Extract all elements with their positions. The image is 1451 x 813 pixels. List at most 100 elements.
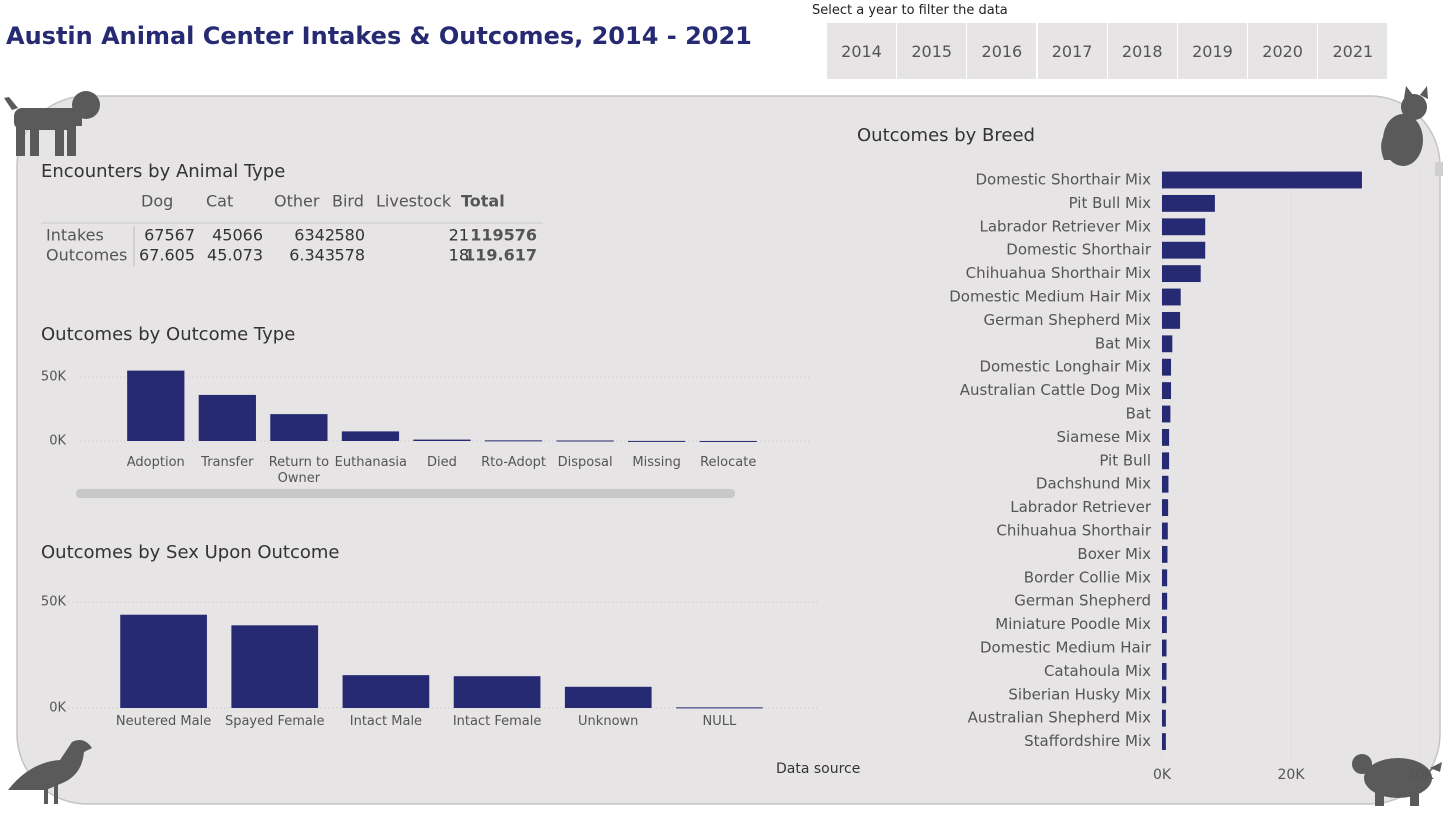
y-tick-label: Australian Shepherd Mix	[968, 709, 1151, 727]
table-cell: 6342	[294, 226, 335, 245]
y-tick-label: German Shepherd Mix	[983, 311, 1151, 329]
bar	[1162, 218, 1206, 236]
bar	[1162, 335, 1173, 353]
year-button[interactable]: 2015	[897, 23, 967, 79]
x-tick-label-box: Intact Male	[349, 714, 423, 729]
y-tick-label: 0K	[49, 701, 66, 716]
bar	[1162, 382, 1172, 400]
y-tick-label: German Shepherd	[1014, 592, 1151, 610]
y-tick-label: Bat	[1126, 405, 1151, 423]
x-tick-label: Intact Male	[349, 714, 423, 729]
y-tick-label: Catahoula Mix	[1044, 662, 1151, 680]
x-tick-label-box: Died	[427, 455, 457, 470]
bar	[413, 439, 471, 441]
y-tick-label: Boxer Mix	[1077, 545, 1151, 563]
bar	[342, 675, 430, 708]
table-cell: 67.605	[139, 246, 195, 265]
column-header: Total	[461, 192, 505, 211]
x-tick-label: Rto-Adopt	[481, 455, 547, 470]
x-tick-label: Missing	[632, 455, 681, 470]
x-tick-label: Died	[427, 455, 457, 470]
x-tick-label: 0K	[1153, 767, 1172, 783]
x-tick-label: Relocate	[700, 455, 757, 470]
scrollbar	[1435, 162, 1443, 176]
bar	[1162, 452, 1170, 470]
x-tick-label: Neutered Male	[115, 714, 212, 729]
year-button[interactable]: 2020	[1248, 23, 1318, 79]
bar	[1162, 171, 1362, 189]
y-tick-label: Bat Mix	[1095, 334, 1151, 352]
x-tick-label: Euthanasia	[334, 455, 407, 470]
bar	[628, 440, 686, 442]
year-button[interactable]: 2017	[1037, 23, 1107, 79]
bird-icon	[8, 740, 92, 804]
x-tick-label: NULL	[702, 714, 737, 729]
pig-icon	[1352, 754, 1442, 806]
y-tick-label: Domestic Medium Hair Mix	[949, 288, 1151, 306]
x-tick-label: Intact Female	[452, 714, 542, 729]
chart-title: Outcomes by Breed	[857, 125, 1035, 146]
bar	[1162, 405, 1171, 423]
bar	[1162, 639, 1167, 657]
year-button[interactable]: 2019	[1177, 23, 1247, 79]
x-tick-label-box: Spayed Female	[225, 714, 325, 729]
table-cell: 578	[334, 246, 365, 265]
y-tick-label: Miniature Poodle Mix	[995, 615, 1151, 633]
y-tick-label: Australian Cattle Dog Mix	[960, 381, 1151, 399]
x-tick-label-box: Adoption	[127, 455, 185, 470]
bar	[1162, 569, 1168, 587]
y-tick-label: Domestic Shorthair	[1006, 241, 1152, 259]
table-cell: 45066	[212, 226, 263, 245]
table-cell: 119.617	[464, 246, 537, 265]
y-tick-label: Dachshund Mix	[1036, 475, 1151, 493]
y-tick-label: 0K	[49, 434, 66, 449]
y-tick-label: Labrador Retriever Mix	[979, 217, 1151, 235]
y-tick-label: Pit Bull Mix	[1069, 194, 1152, 212]
bar	[556, 440, 614, 442]
x-tick-label: Disposal	[557, 455, 613, 470]
bar	[1162, 288, 1181, 306]
y-tick-label: Siberian Husky Mix	[1008, 685, 1151, 703]
bar	[1162, 265, 1201, 283]
panel	[16, 95, 1441, 805]
x-tick-label-box: Return to Owner	[269, 455, 329, 486]
y-tick-label: Chihuahua Shorthair Mix	[966, 264, 1151, 282]
table-cell: 6.343	[289, 246, 335, 265]
bar	[127, 370, 185, 441]
bar	[1162, 733, 1166, 751]
chart-title: Outcomes by Sex Upon Outcome	[41, 542, 340, 563]
table-cell: 21	[449, 226, 469, 245]
y-tick-label: Labrador Retriever	[1010, 498, 1152, 516]
y-tick-label: Domestic Medium Hair	[980, 639, 1152, 657]
bar	[453, 676, 541, 708]
bar	[1162, 241, 1206, 259]
bar	[1162, 592, 1168, 610]
scrollbar	[76, 489, 735, 498]
year-button[interactable]: 2016	[967, 23, 1037, 79]
x-tick-label-box: Unknown	[578, 714, 638, 729]
x-tick-label: Transfer	[201, 455, 254, 470]
row-label: Intakes	[46, 226, 104, 245]
data-source: Data source	[776, 761, 860, 777]
y-tick-label: 50K	[41, 595, 67, 610]
bar	[1162, 194, 1215, 212]
bar	[1162, 522, 1168, 540]
column-header: Livestock	[376, 192, 452, 211]
y-tick-label: Domestic Shorthair Mix	[976, 171, 1152, 189]
cat-icon	[1381, 86, 1428, 166]
x-tick-label-box: Missing	[632, 455, 681, 470]
year-button[interactable]: 2021	[1318, 23, 1388, 79]
filter-label: Select a year to filter the data	[812, 3, 1008, 18]
year-button[interactable]: 2018	[1107, 23, 1177, 79]
x-tick-label-box: Transfer	[201, 455, 254, 470]
title: Austin Animal Center Intakes & Outcomes,…	[6, 22, 752, 50]
bar	[484, 440, 543, 442]
bar	[1162, 709, 1166, 727]
y-tick-label: Siamese Mix	[1056, 428, 1151, 446]
x-tick-label: 20K	[1278, 767, 1306, 783]
year-button[interactable]: 2014	[827, 23, 896, 79]
table-title: Encounters by Animal Type	[41, 161, 285, 182]
column-header: Bird	[332, 192, 364, 211]
bar	[1162, 358, 1172, 376]
